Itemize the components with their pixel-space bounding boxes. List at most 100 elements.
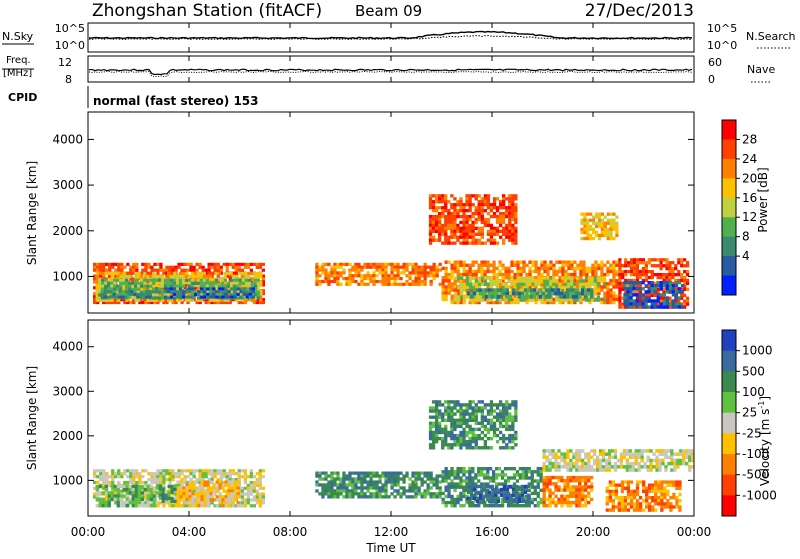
heatmap-cell <box>378 266 381 269</box>
heatmap-cell <box>357 495 360 498</box>
heatmap-cell <box>564 261 567 264</box>
heatmap-cell <box>585 298 588 301</box>
heatmap-cell <box>645 270 648 273</box>
heatmap-cell <box>463 267 466 270</box>
heatmap-cell <box>466 277 469 280</box>
heatmap-cell <box>342 489 345 492</box>
heatmap-cell <box>493 230 496 233</box>
heatmap-cell <box>233 279 236 282</box>
heatmap-cell <box>393 274 396 277</box>
heatmap-cell <box>607 237 610 240</box>
heatmap-cell <box>318 472 321 475</box>
heatmap-cell <box>514 197 517 200</box>
heatmap-cell <box>548 288 551 292</box>
heatmap-cell <box>502 203 505 206</box>
heatmap-cell <box>674 267 677 270</box>
heatmap-cell <box>141 485 144 489</box>
heatmap-cell <box>351 495 354 498</box>
heatmap-cell <box>453 215 456 218</box>
heatmap-cell <box>580 231 583 234</box>
heatmap-cell <box>497 295 500 299</box>
heatmap-cell <box>405 489 408 492</box>
heatmap-cell <box>117 472 120 475</box>
heatmap-cell <box>686 297 689 300</box>
heatmap-cell <box>244 487 247 490</box>
heatmap-cell <box>576 267 579 270</box>
heatmap-cell <box>123 494 126 498</box>
heatmap-cell <box>472 273 475 276</box>
heatmap-cell <box>150 494 153 498</box>
heatmap-cell <box>636 276 639 279</box>
heatmap-cell <box>454 282 457 285</box>
heatmap-cell <box>462 473 465 476</box>
heatmap-cell <box>384 283 387 286</box>
heatmap-cell <box>218 285 221 288</box>
heatmap-cell <box>393 266 396 269</box>
heatmap-cell <box>375 495 378 498</box>
heatmap-cell <box>626 290 629 293</box>
heatmap-cell <box>369 274 372 277</box>
heatmap-cell <box>203 275 206 278</box>
heatmap-cell <box>592 237 595 240</box>
heatmap-cell <box>582 270 585 273</box>
heatmap-cell <box>469 224 472 227</box>
heatmap-cell <box>601 213 604 216</box>
heatmap-cell <box>465 200 468 203</box>
heatmap-cell <box>518 292 521 296</box>
heatmap-cell <box>339 271 342 274</box>
heatmap-cell <box>604 234 607 237</box>
heatmap-cell <box>508 209 511 212</box>
heatmap-cell <box>250 487 253 490</box>
heatmap-cell <box>219 483 222 486</box>
heatmap-cell <box>435 194 438 197</box>
heatmap-cell <box>114 472 117 475</box>
heatmap-cell <box>209 287 212 290</box>
heatmap-cell <box>497 491 500 494</box>
heatmap-cell <box>336 483 339 486</box>
heatmap-cell <box>491 485 494 488</box>
heatmap-cell <box>99 269 102 272</box>
heatmap-cell <box>235 266 238 269</box>
heatmap-cell <box>600 273 603 276</box>
heatmap-cell <box>537 283 540 286</box>
heatmap-cell <box>197 282 200 285</box>
heatmap-cell <box>161 285 164 288</box>
heatmap-cell <box>159 497 162 500</box>
heatmap-cell <box>451 298 454 301</box>
heatmap-cell <box>465 230 468 233</box>
heatmap-cell <box>469 200 472 203</box>
heatmap-cell <box>459 209 462 212</box>
heatmap-cell <box>555 270 558 273</box>
heatmap-cell <box>235 272 238 275</box>
heatmap-cell <box>232 504 235 507</box>
heatmap-cell <box>189 269 192 272</box>
heatmap-cell <box>233 282 236 285</box>
heatmap-cell <box>153 488 156 492</box>
heatmap-cell <box>405 280 408 283</box>
power-y-axis-label: Slant Range [km] <box>25 161 39 265</box>
heatmap-cell <box>197 489 200 492</box>
heatmap-cell <box>459 200 462 203</box>
heatmap-cell <box>191 501 194 504</box>
beam-label: Beam 09 <box>355 2 422 20</box>
heatmap-cell <box>453 209 456 212</box>
heatmap-cell <box>636 273 639 276</box>
heatmap-cell <box>514 206 517 209</box>
heatmap-cell <box>244 475 247 478</box>
heatmap-cell <box>514 298 517 301</box>
heatmap-cell <box>570 273 573 276</box>
heatmap-cell <box>360 266 363 269</box>
heatmap-cell <box>188 501 191 504</box>
heatmap-cell <box>396 277 399 280</box>
heatmap-cell <box>639 261 642 264</box>
heatmap-cell <box>375 274 378 277</box>
heatmap-cell <box>474 476 477 479</box>
heatmap-cell <box>478 206 481 209</box>
heatmap-cell <box>336 271 339 274</box>
heatmap-cell <box>476 500 479 503</box>
heatmap-cell <box>454 295 457 298</box>
heatmap-cell <box>522 280 525 283</box>
heatmap-cell <box>589 234 592 237</box>
heatmap-cell <box>623 299 626 302</box>
heatmap-cell <box>241 490 244 493</box>
